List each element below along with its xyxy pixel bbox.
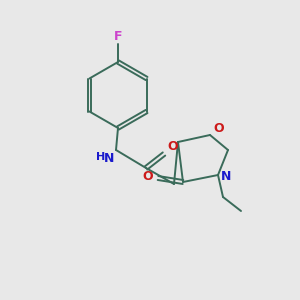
Text: H: H — [96, 152, 105, 162]
Text: O: O — [213, 122, 224, 134]
Text: O: O — [142, 170, 153, 184]
Text: F: F — [114, 30, 122, 43]
Text: O: O — [167, 140, 178, 153]
Text: N: N — [103, 152, 114, 165]
Text: N: N — [221, 170, 231, 184]
